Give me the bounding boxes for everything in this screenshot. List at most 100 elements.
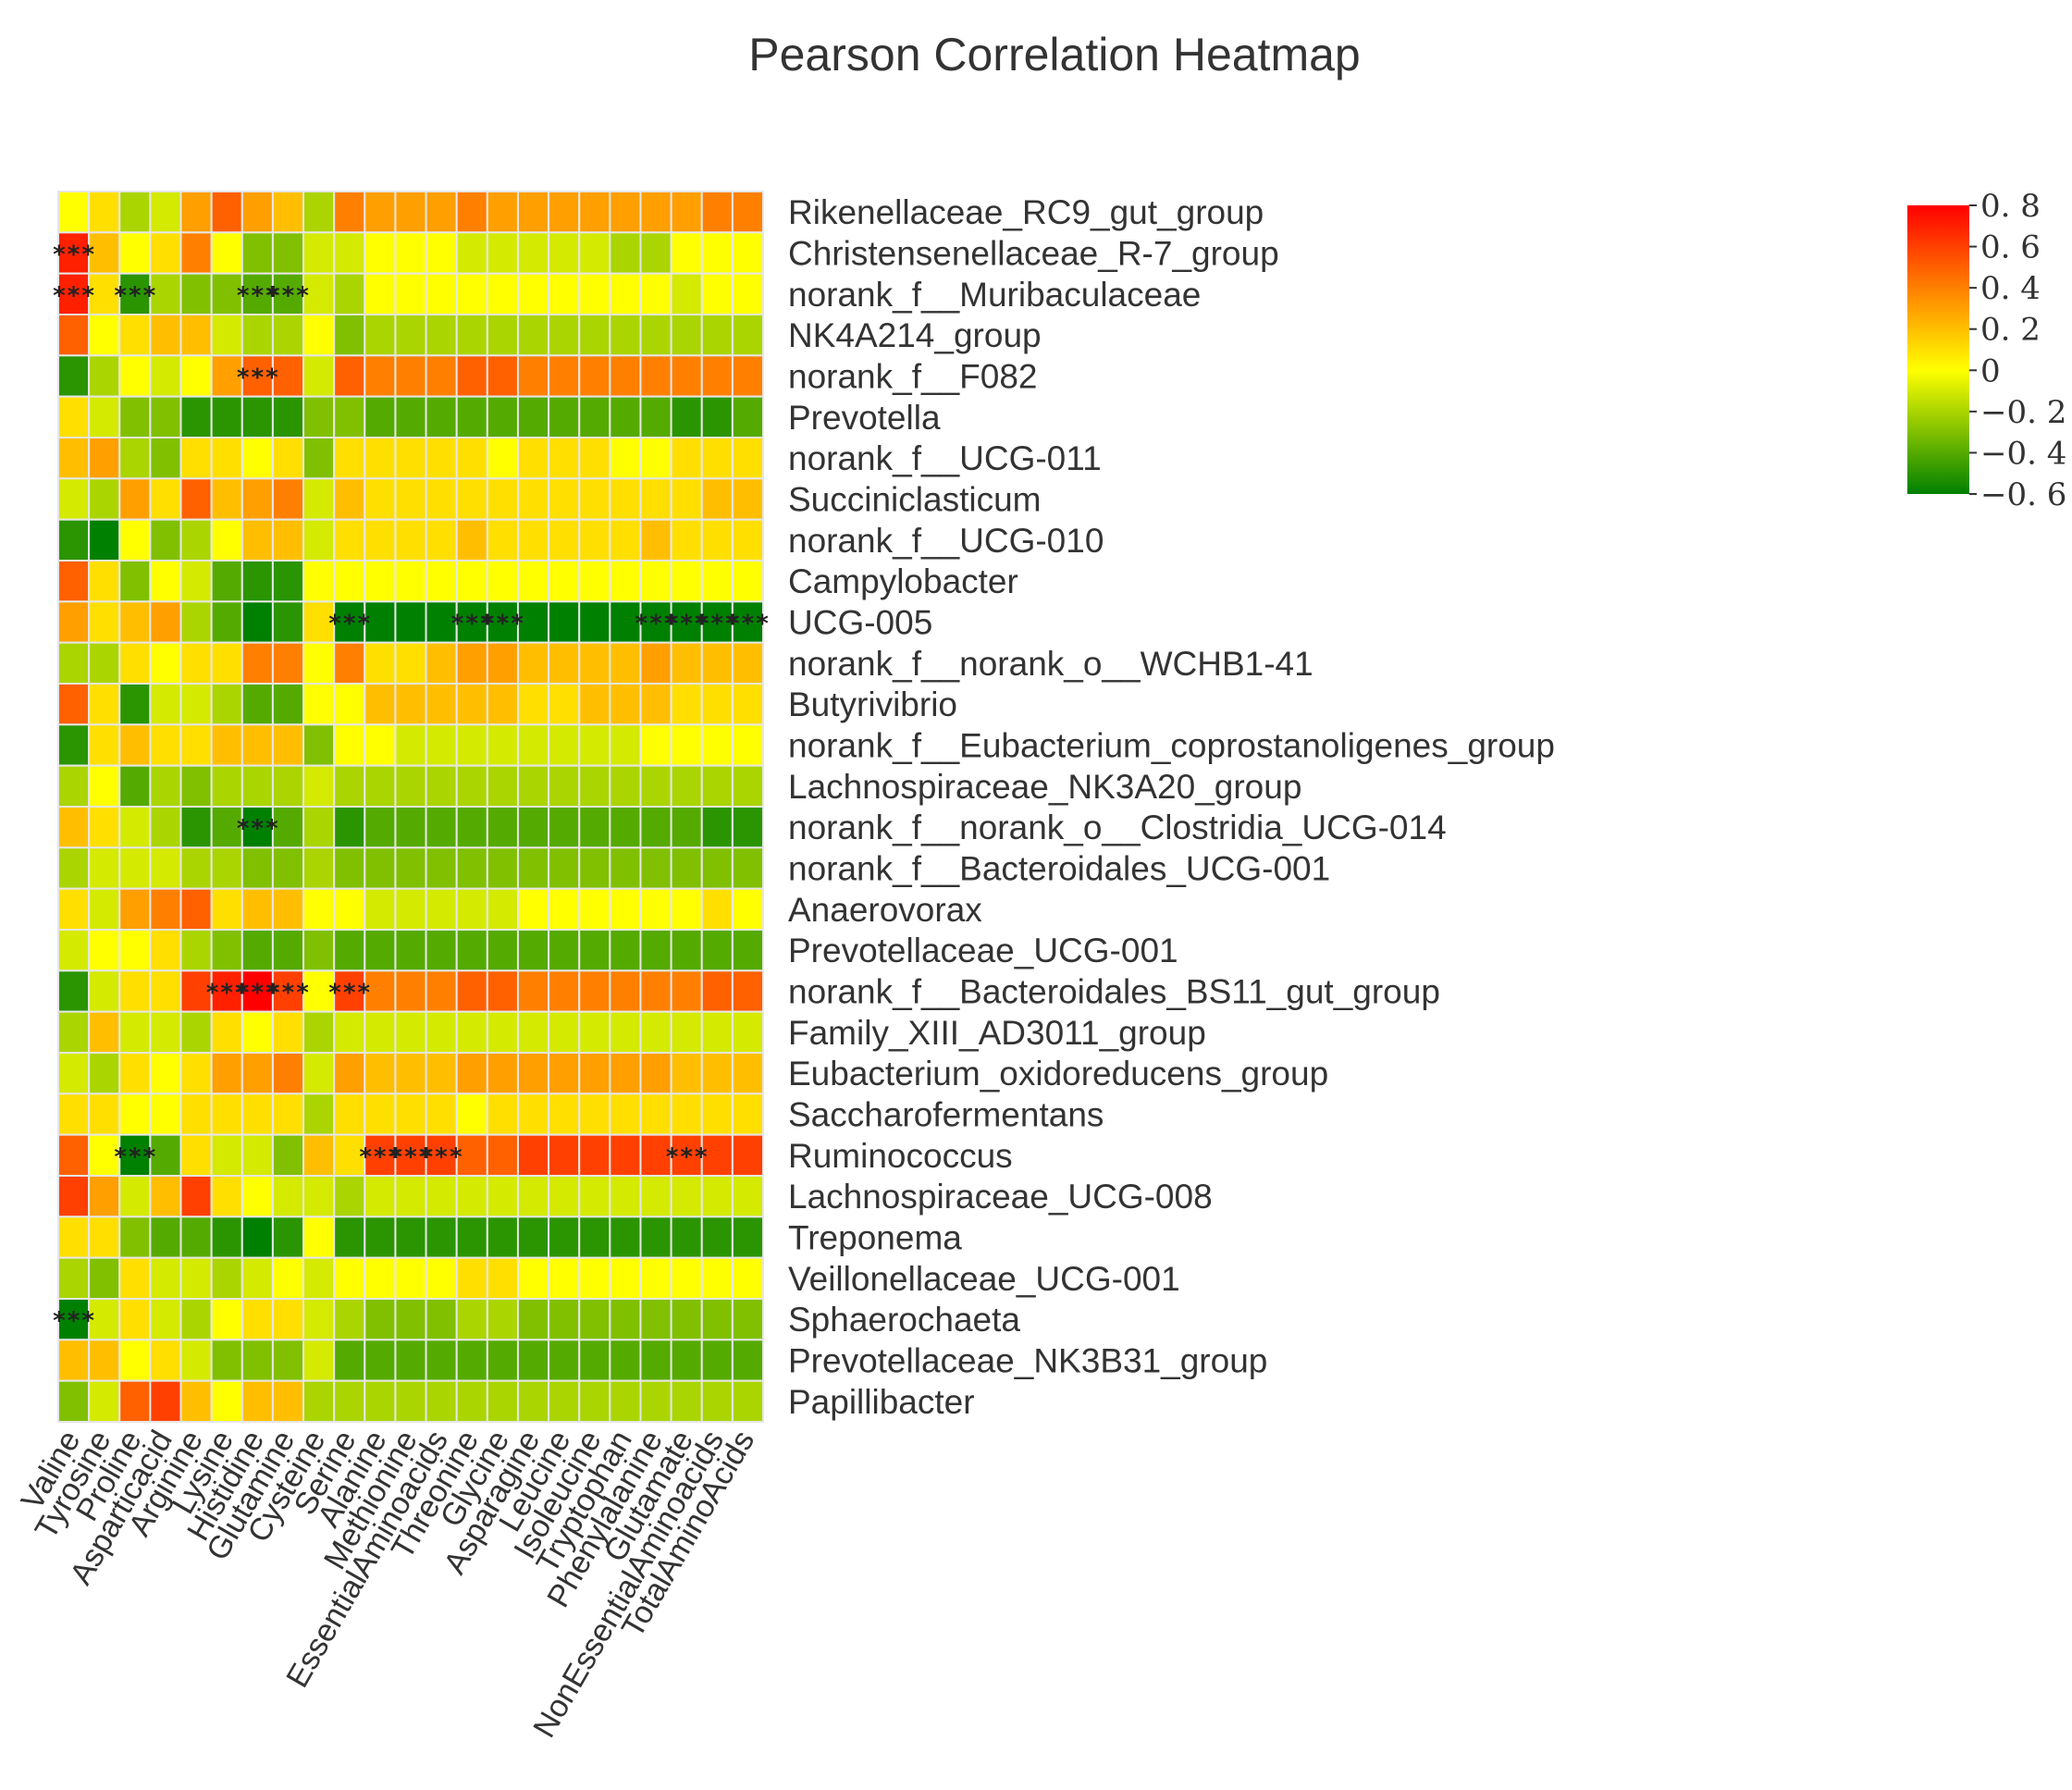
heatmap-cell (57, 764, 91, 809)
heatmap-cell (670, 1175, 703, 1218)
heatmap-cell (670, 272, 703, 315)
heatmap-cell (731, 560, 765, 603)
significance-mark: *** (665, 611, 709, 638)
heatmap-cell (731, 477, 765, 521)
heatmap-cell (516, 477, 550, 521)
colorbar-tick-label: 0. 2 (1980, 312, 2041, 349)
heatmap-cell (455, 477, 488, 521)
heatmap-cell (455, 641, 488, 685)
heatmap-cell (578, 1052, 611, 1095)
heatmap-cell (210, 1175, 243, 1218)
heatmap-cell (271, 1256, 305, 1300)
heatmap-cell (670, 683, 703, 726)
heatmap-cell (486, 641, 519, 685)
heatmap-cell (240, 1175, 274, 1218)
heatmap-cell (57, 1379, 91, 1423)
row-label: Butyrivibrio (788, 685, 957, 723)
heatmap-cell (394, 969, 427, 1013)
heatmap-cell (639, 1133, 672, 1177)
heatmap-cell (516, 1093, 550, 1136)
heatmap-cell (118, 887, 152, 932)
heatmap-cell (731, 723, 765, 767)
heatmap-cell (425, 518, 458, 562)
heatmap-cell (700, 314, 734, 357)
heatmap-cell (700, 887, 734, 932)
heatmap-cell (394, 1339, 427, 1382)
heatmap-cell (548, 354, 581, 398)
heatmap-cell (240, 1216, 274, 1259)
heatmap-cell (88, 806, 121, 849)
heatmap-cell (548, 806, 581, 849)
heatmap-cell (516, 1052, 550, 1095)
heatmap-cell (670, 641, 703, 685)
significance-mark: *** (726, 611, 770, 638)
heatmap-cell (425, 600, 458, 644)
heatmap-cell (548, 518, 581, 562)
heatmap-cell (455, 929, 488, 972)
heatmap-cell (578, 272, 611, 315)
heatmap-cell (271, 1175, 305, 1218)
heatmap-cell (731, 1133, 765, 1177)
heatmap-cell (609, 518, 642, 562)
heatmap-cell (118, 395, 152, 438)
heatmap-cell (149, 1216, 182, 1259)
heatmap-cell (149, 1298, 182, 1341)
heatmap-cell (149, 683, 182, 726)
heatmap-cell (486, 191, 519, 234)
heatmap-cell (271, 723, 305, 767)
heatmap-cell (394, 314, 427, 357)
heatmap-cell (700, 191, 734, 234)
heatmap-cell (149, 1339, 182, 1382)
heatmap-cell (516, 806, 550, 849)
heatmap-cell (394, 887, 427, 932)
heatmap-cell (88, 929, 121, 972)
heatmap-cell (88, 683, 121, 726)
heatmap-cell (394, 1216, 427, 1259)
heatmap-cell (333, 1298, 366, 1341)
heatmap-cell (333, 395, 366, 438)
heatmap-cell (302, 846, 336, 890)
heatmap-cell (578, 1256, 611, 1300)
heatmap-cell (118, 437, 152, 480)
row-label: NK4A214_group (788, 316, 1042, 354)
heatmap-cell (240, 477, 274, 521)
heatmap-cell (548, 1010, 581, 1054)
heatmap-cell (670, 1298, 703, 1341)
heatmap-cell (271, 1133, 305, 1177)
heatmap-cell (609, 1298, 642, 1341)
heatmap-cell (149, 1010, 182, 1054)
heatmap-cell (548, 560, 581, 603)
heatmap-cell (609, 683, 642, 726)
heatmap-cell (639, 560, 672, 603)
heatmap-cell (670, 846, 703, 890)
heatmap-cell (700, 1379, 734, 1423)
heatmap-cell (700, 1216, 734, 1259)
significance-mark: *** (236, 980, 279, 1007)
heatmap-cell (425, 1010, 458, 1054)
heatmap-cell (548, 477, 581, 521)
heatmap-cell (271, 1093, 305, 1136)
heatmap-cell (210, 1093, 243, 1136)
significance-mark: *** (52, 1307, 95, 1335)
heatmap-cell (364, 518, 397, 562)
heatmap-cell (88, 1379, 121, 1423)
heatmap-cell (548, 723, 581, 767)
significance-mark: *** (52, 241, 95, 269)
heatmap-cell (240, 314, 274, 357)
heatmap-cell (57, 354, 91, 398)
heatmap-cell (516, 518, 550, 562)
row-label: norank_f__norank_o__WCHB1-41 (788, 645, 1314, 683)
heatmap-cell (179, 641, 213, 685)
heatmap-cell (394, 723, 427, 767)
heatmap-cell (548, 231, 581, 275)
heatmap-cell (302, 683, 336, 726)
heatmap-cell (333, 1216, 366, 1259)
heatmap-cell (578, 560, 611, 603)
heatmap-cell (149, 1256, 182, 1300)
heatmap-cell (302, 1175, 336, 1218)
heatmap-cell (639, 1093, 672, 1136)
heatmap-cell (364, 806, 397, 849)
heatmap-cell (302, 354, 336, 398)
heatmap-cell (210, 1216, 243, 1259)
significance-mark: *** (205, 980, 249, 1007)
